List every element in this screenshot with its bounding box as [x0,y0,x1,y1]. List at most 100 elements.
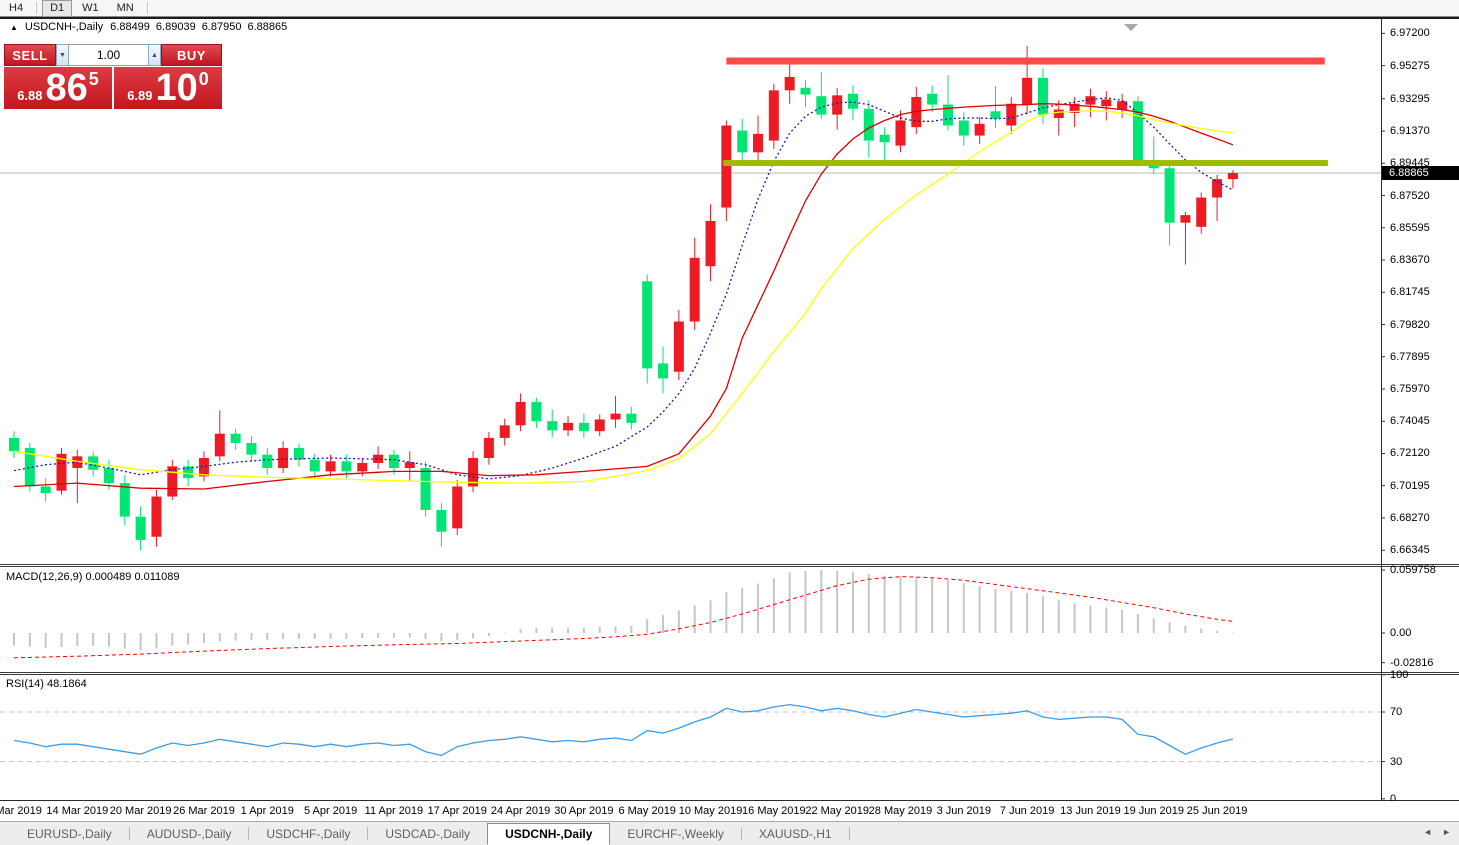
date-tick-label: 13 Jun 2019 [1060,805,1121,817]
date-tick-label: 17 Apr 2019 [427,805,487,817]
candle-body [753,133,764,153]
date-tick-label: 28 May 2019 [868,805,933,817]
candle-body [246,442,257,455]
timeframe-button-mn[interactable]: MN [116,1,134,14]
resistance-line[interactable] [726,57,1325,65]
chart-tab-eurusd[interactable]: EURUSD-,Daily [27,826,112,841]
price-axis-border [1381,19,1382,800]
candle-body [499,425,510,438]
rsi-tick-label: 0 [1390,792,1397,805]
candle-body [895,120,906,146]
ma-slow-yellow [13,110,1233,484]
date-tick-label: 16 May 2019 [742,805,806,817]
date-tick-label: 26 Mar 2019 [173,805,235,817]
timeframe-button-h4[interactable]: H4 [9,1,24,14]
divider [128,827,130,840]
candle-body [847,93,858,109]
price-tick-label: 6.68270 [1390,511,1430,524]
high-value: 6.89039 [155,21,196,33]
chart-tab-usdcad[interactable]: USDCAD-,Daily [385,826,471,841]
volume-decrease-button[interactable]: ▼ [56,44,69,66]
chart-tab-eurchf[interactable]: EURCHF-,Weekly [627,826,724,841]
date-tick-label: 5 Apr 2019 [303,805,358,817]
price-tick-label: 6.75970 [1390,382,1430,395]
current-price-badge: 6.88865 [1382,166,1459,180]
toolbar-divider [0,17,1459,19]
sell-price-prefix: 6.88 [17,88,43,103]
candle-body [879,134,890,143]
candle-body [103,468,114,484]
buy-quote[interactable]: 6.89 10 0 [114,67,222,109]
rsi-line [13,703,1234,757]
price-tick-label: 6.74045 [1390,415,1430,428]
candle-body [610,413,621,420]
candle-body [341,461,352,472]
chart-tab-usdcnh[interactable]: USDCNH-,Daily [487,822,611,845]
rsi-panel-separator[interactable] [0,672,1459,675]
price-tick-label: 6.91370 [1390,125,1430,138]
chart-tab-audusd[interactable]: AUDUSD-,Daily [146,826,232,841]
volume-increase-button[interactable]: ▲ [148,44,161,66]
candle-body [673,321,684,372]
candle-body [563,422,574,431]
price-tick-label: 6.83670 [1390,254,1430,267]
volume-input[interactable] [69,44,148,66]
price-tick-label: 6.66345 [1390,544,1430,557]
candle-body [958,120,969,136]
candle-body [816,96,827,115]
sell-button[interactable]: SELL [4,44,56,66]
date-tick-label: 10 May 2019 [678,805,743,817]
candle-body [436,509,447,532]
candle-body [784,76,795,91]
candle-body [404,462,415,469]
candle-body [309,459,320,472]
ma-fast-blue [13,97,1234,480]
price-tick-label: 6.72120 [1390,447,1430,460]
chart-title: ▲ USDCNH-,Daily 6.88499 6.89039 6.87950 … [10,21,287,33]
chart-tab-xauusd[interactable]: XAUUSD-,H1 [758,826,832,841]
rsi-value: 48.1864 [46,678,87,690]
symbol-period-label: USDCNH-,Daily [24,21,104,33]
candle-body [547,421,558,431]
candle-body [167,466,178,497]
candle-body [1227,173,1238,180]
chart-shift-marker-icon[interactable] [1124,24,1138,31]
price-tick-label: 6.77895 [1390,350,1430,363]
timeframe-button-w1[interactable]: W1 [82,1,99,14]
buy-price-sup: 0 [198,69,209,89]
candle-body [183,466,194,479]
rsi-tick-label: 30 [1390,755,1403,768]
collapse-triangle-icon[interactable]: ▲ [10,22,18,32]
rsi-label: RSI(14) 48.1864 [6,678,87,690]
date-tick-label: 7 Jun 2019 [999,805,1055,817]
macd-main-value: 0.000489 [85,571,132,583]
divider [367,827,369,840]
candle-body [24,447,35,487]
divider [848,827,850,840]
candle-body [705,220,716,267]
candle-body [230,433,241,443]
price-axis[interactable]: 6.97200 6.95275 6.93295 6.91370 6.89445 6.875… [1383,19,1459,804]
candle-body [214,433,225,457]
price-tick-label: 6.85595 [1390,221,1430,234]
buy-button[interactable]: BUY [161,44,222,66]
candle-body [832,95,843,115]
candle-body [373,454,384,464]
date-tick-label: 14 Mar 2019 [46,805,109,817]
sell-quote[interactable]: 6.88 86 5 [4,67,112,109]
macd-label: MACD(12,26,9) 0.000489 0.011089 [6,571,180,583]
candle-body [262,454,273,469]
one-click-trade-panel: SELL ▼ ▲ BUY 6.88 86 5 6.89 10 0 [4,44,222,109]
candle-body [1164,168,1175,223]
divider [740,827,742,840]
candle-body [119,483,130,517]
macd-panel-separator[interactable] [0,564,1459,567]
tab-scroll-left-icon[interactable]: ◄ [1423,827,1433,837]
chart-tab-usdchf[interactable]: USDCHF-,Daily [266,826,351,841]
candle-body [515,401,526,426]
timeframe-button-d1[interactable]: D1 [42,0,73,17]
support-line[interactable] [723,160,1328,167]
tab-scroll-right-icon[interactable]: ► [1442,827,1451,837]
